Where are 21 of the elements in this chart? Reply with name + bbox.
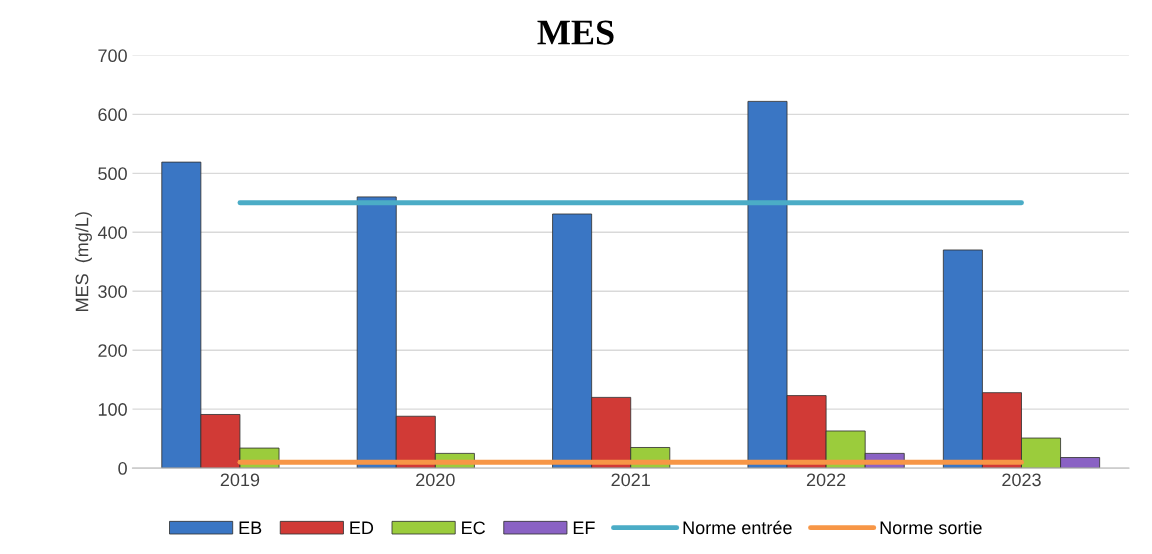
legend-label: ED — [350, 521, 374, 534]
chart-title: MES — [537, 20, 614, 45]
legend-label: EC — [462, 521, 486, 535]
legend-label: EB — [239, 521, 262, 534]
legend-label: Norme entrée — [683, 520, 792, 535]
x-tick-label: 2023 — [1002, 473, 1041, 487]
y-tick-label: 200 — [98, 344, 127, 357]
y-tick-label: 400 — [97, 226, 127, 239]
x-tick-label: 2021 — [611, 473, 650, 487]
y-tick-label: 300 — [98, 285, 127, 298]
x-tick-label: 2020 — [416, 473, 455, 487]
legend-label: Norme sortie — [880, 520, 982, 535]
y-tick-label: 700 — [98, 49, 127, 63]
legend-label: EF — [573, 521, 595, 534]
x-tick-label: 2019 — [220, 473, 260, 487]
x-tick-label: 2022 — [806, 473, 846, 487]
y-tick-label: 600 — [98, 108, 127, 122]
y-tick-label: 0 — [118, 462, 127, 475]
y-tick-label: 500 — [98, 167, 127, 181]
y-tick-label: 100 — [98, 403, 127, 416]
y-axis-title: MES (mg/L) — [75, 212, 92, 311]
